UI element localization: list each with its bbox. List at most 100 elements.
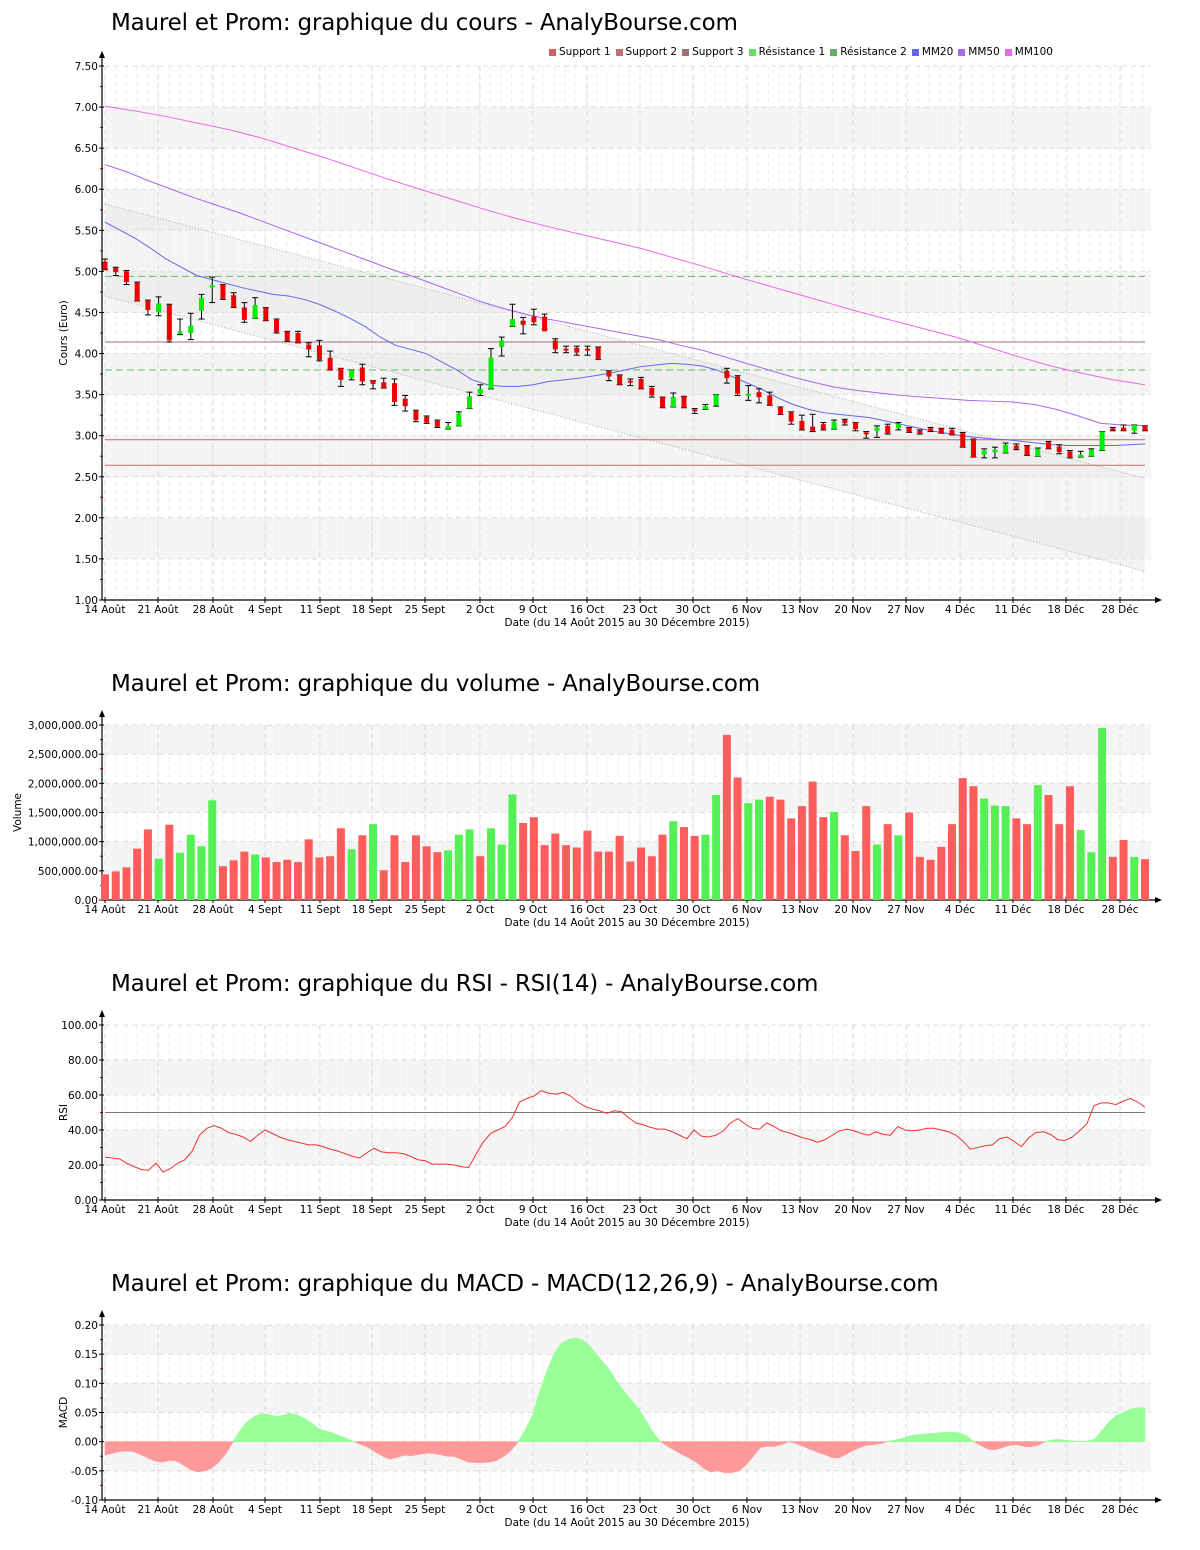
x-tick-label: 27 Nov bbox=[887, 904, 924, 916]
x-tick-label: 14 Août bbox=[85, 1204, 126, 1216]
candle bbox=[155, 296, 162, 317]
x-tick-label: 18 Sept bbox=[352, 904, 393, 916]
x-tick-label: 11 Déc bbox=[994, 904, 1031, 916]
y-axis-label: Volume bbox=[12, 793, 24, 832]
x-tick-label: 13 Nov bbox=[781, 1204, 818, 1216]
price-chart-title: Maurel et Prom: graphique du cours - Ana… bbox=[111, 10, 738, 36]
volume-bar bbox=[283, 859, 292, 900]
y-tick-label: 3,000,000.00 bbox=[28, 720, 98, 732]
candle bbox=[423, 415, 430, 424]
candle bbox=[123, 270, 130, 286]
volume-bar bbox=[647, 856, 656, 900]
volume-bar bbox=[808, 781, 817, 900]
candle bbox=[723, 367, 730, 384]
candle bbox=[991, 446, 998, 459]
x-tick-label: 9 Oct bbox=[519, 1504, 547, 1516]
y-tick-label: 5.00 bbox=[75, 266, 98, 278]
candle bbox=[1024, 445, 1031, 456]
candle bbox=[391, 378, 398, 406]
y-tick-label: 2,000,000.00 bbox=[28, 778, 98, 790]
candle bbox=[284, 330, 291, 342]
y-tick-label: 3.00 bbox=[75, 431, 98, 443]
x-tick-label: 11 Sept bbox=[300, 604, 341, 616]
y-tick-label: 100.00 bbox=[61, 1020, 98, 1032]
x-tick-label: 4 Sept bbox=[248, 1504, 282, 1516]
volume-bar bbox=[143, 829, 152, 900]
x-tick-label: 16 Oct bbox=[570, 1204, 605, 1216]
volume-bar bbox=[1119, 839, 1128, 900]
candle bbox=[766, 391, 773, 406]
y-tick-label: 0.15 bbox=[75, 1349, 98, 1361]
candle bbox=[327, 350, 334, 371]
y-tick-label: 20.00 bbox=[68, 1160, 98, 1172]
y-tick-label: 2.50 bbox=[75, 472, 98, 484]
x-tick-label: 28 Déc bbox=[1101, 904, 1138, 916]
candle bbox=[230, 292, 237, 309]
x-tick-label: 20 Nov bbox=[834, 1504, 871, 1516]
volume-bar bbox=[1055, 824, 1064, 900]
candle bbox=[756, 388, 763, 404]
candle bbox=[434, 419, 441, 428]
x-tick-label: 9 Oct bbox=[519, 904, 547, 916]
macd-chart-title: Maurel et Prom: graphique du MACD - MACD… bbox=[111, 1271, 939, 1297]
x-tick-label: 4 Déc bbox=[945, 1204, 976, 1216]
legend-swatch-icon bbox=[615, 48, 623, 56]
volume-bar bbox=[293, 862, 302, 900]
volume-bar bbox=[1065, 786, 1074, 900]
y-tick-label: 6.50 bbox=[75, 143, 98, 155]
x-tick-label: 14 Août bbox=[85, 604, 126, 616]
candle bbox=[262, 307, 269, 322]
x-tick-label: 20 Nov bbox=[834, 1204, 871, 1216]
volume-bar bbox=[186, 834, 195, 900]
candle bbox=[680, 395, 687, 409]
y-tick-label: 40.00 bbox=[68, 1125, 98, 1137]
volume-bar bbox=[1141, 859, 1149, 900]
legend-swatch-icon bbox=[911, 48, 919, 56]
x-tick-label: 18 Déc bbox=[1047, 1504, 1084, 1516]
candle bbox=[713, 394, 720, 407]
candle bbox=[509, 303, 516, 327]
volume-bar bbox=[154, 858, 163, 900]
volume-bar bbox=[926, 859, 935, 900]
x-tick-label: 28 Août bbox=[193, 604, 234, 616]
x-tick-label: 28 Déc bbox=[1101, 1204, 1138, 1216]
candle bbox=[927, 426, 934, 433]
volume-bar bbox=[1001, 806, 1010, 900]
volume-bar bbox=[165, 824, 174, 900]
volume-bar bbox=[572, 847, 581, 900]
x-tick-label: 23 Oct bbox=[623, 1204, 658, 1216]
candle bbox=[605, 370, 612, 382]
x-tick-label: 2 Oct bbox=[466, 604, 494, 616]
volume-bar bbox=[315, 857, 324, 900]
y-tick-label: 1.00 bbox=[75, 595, 98, 607]
volume-bar bbox=[755, 799, 764, 900]
candle bbox=[648, 385, 655, 398]
candle bbox=[337, 367, 344, 387]
volume-bar bbox=[422, 846, 431, 900]
x-tick-label: 6 Nov bbox=[732, 1204, 763, 1216]
volume-bar bbox=[583, 830, 592, 900]
candle bbox=[1120, 424, 1127, 432]
volume-bar bbox=[197, 846, 206, 900]
x-tick-label: 18 Déc bbox=[1047, 1204, 1084, 1216]
candle bbox=[981, 448, 988, 459]
candle bbox=[1034, 447, 1041, 457]
candle bbox=[638, 376, 645, 390]
volume-bar bbox=[390, 835, 399, 900]
y-axis-label: RSI bbox=[58, 1104, 70, 1121]
x-tick-label: 9 Oct bbox=[519, 1204, 547, 1216]
volume-bar bbox=[1108, 856, 1117, 900]
candle bbox=[166, 303, 173, 343]
x-tick-label: 30 Oct bbox=[676, 1504, 711, 1516]
candle bbox=[241, 302, 248, 323]
volume-bar bbox=[304, 839, 313, 900]
volume-bar bbox=[454, 834, 463, 900]
candle bbox=[1131, 424, 1138, 434]
price-chart: 7.50 7.00 6.50 6.00 5.50 5.00 4.50 4.00 3.50 3.00… bbox=[58, 51, 1162, 629]
x-tick-label: 14 Août bbox=[85, 1504, 126, 1516]
y-tick-label: 2.00 bbox=[75, 513, 98, 525]
candle bbox=[659, 396, 666, 409]
volume-bar bbox=[776, 799, 785, 900]
x-tick-label: 28 Août bbox=[193, 1204, 234, 1216]
x-tick-label: 4 Sept bbox=[248, 904, 282, 916]
